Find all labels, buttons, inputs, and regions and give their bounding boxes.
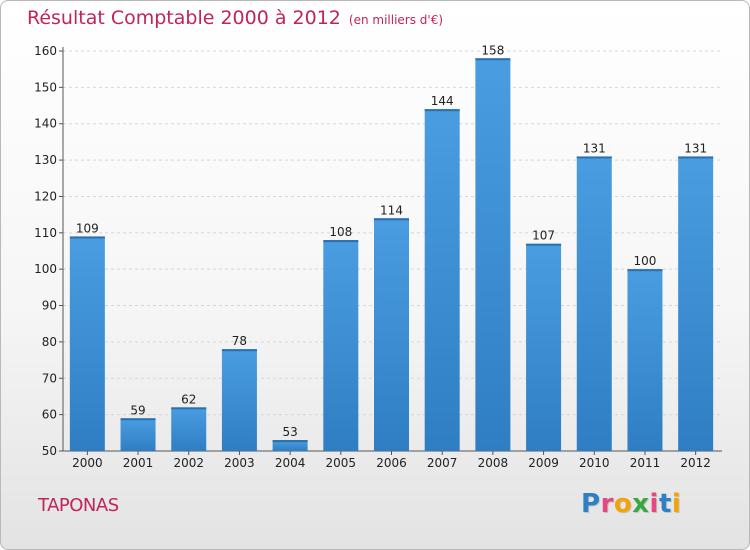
bar-top-edge [120, 418, 156, 421]
proxiti-logo: Proxiti [581, 489, 682, 519]
value-label: 108 [329, 225, 352, 239]
bar-top-edge [627, 269, 663, 272]
x-tick-label: 2005 [326, 456, 357, 470]
y-tick-label: 100 [34, 262, 57, 276]
value-label: 114 [380, 203, 403, 217]
value-label: 78 [232, 334, 247, 348]
bar-top-edge [576, 156, 612, 159]
bar-2000 [69, 236, 105, 451]
bar-top-edge [272, 440, 308, 443]
value-label: 109 [76, 221, 99, 235]
bar-2010 [576, 156, 612, 452]
bar-2011 [627, 269, 663, 451]
x-tick-label: 2007 [427, 456, 458, 470]
x-tick-label: 2001 [123, 456, 154, 470]
bar-2004 [272, 440, 308, 451]
y-tick-label: 130 [34, 153, 57, 167]
town-name: TAPONAS [38, 495, 119, 516]
x-tick-label: 2009 [528, 456, 559, 470]
bar-2005 [323, 240, 359, 451]
y-tick-label: 160 [34, 44, 57, 58]
bar-2009 [526, 243, 562, 451]
bar-2008 [475, 58, 511, 451]
bars [69, 58, 714, 452]
y-tick-label: 150 [34, 80, 57, 94]
value-label: 107 [532, 229, 555, 243]
y-tick-label: 140 [34, 117, 57, 131]
x-tick-label: 2002 [173, 456, 204, 470]
chart-title-text: Résultat Comptable 2000 à 2012 [27, 7, 341, 29]
bar-top-edge [424, 109, 460, 112]
y-tick-label: 90 [42, 299, 57, 313]
value-label: 53 [282, 425, 297, 439]
bar-2003 [221, 349, 257, 451]
value-label: 131 [583, 141, 606, 155]
x-tick-label: 2000 [72, 456, 103, 470]
bar-2012 [678, 156, 714, 452]
x-tick-label: 2006 [376, 456, 407, 470]
bar-2002 [171, 407, 207, 451]
x-tick-label: 2003 [224, 456, 255, 470]
x-tick-label: 2004 [275, 456, 306, 470]
bar-top-edge [678, 156, 714, 159]
bar-top-edge [323, 240, 359, 243]
chart-unit-label: (en milliers d'€) [348, 13, 444, 27]
value-label: 158 [481, 43, 504, 57]
y-tick-label: 50 [42, 444, 57, 458]
y-tick-label: 120 [34, 189, 57, 203]
value-label: 131 [684, 141, 707, 155]
bar-top-edge [475, 58, 511, 61]
bar-2007 [424, 109, 460, 451]
y-tick-label: 70 [42, 371, 57, 385]
bar-top-edge [69, 236, 105, 239]
x-tick-label: 2011 [630, 456, 661, 470]
labels: 50 60 70 80 90 100 110 120 130 140 150 160 109 2000 59… [34, 43, 711, 470]
x-tick-label: 2012 [680, 456, 711, 470]
x-tick-label: 2008 [478, 456, 509, 470]
value-label: 62 [181, 392, 196, 406]
bar-top-edge [526, 243, 562, 246]
chart-title: Résultat Comptable 2000 à 2012 (en millie… [27, 7, 443, 29]
value-label: 144 [431, 94, 454, 108]
x-tick-label: 2010 [579, 456, 610, 470]
bar-top-edge [171, 407, 207, 410]
y-tick-label: 60 [42, 408, 57, 422]
value-label: 100 [634, 254, 657, 268]
bar-top-edge [221, 349, 257, 352]
bar-2001 [120, 418, 156, 451]
y-tick-label: 110 [34, 226, 57, 240]
bar-top-edge [374, 218, 409, 221]
bar-2006 [374, 218, 409, 451]
value-label: 59 [130, 403, 145, 417]
y-tick-label: 80 [42, 335, 57, 349]
